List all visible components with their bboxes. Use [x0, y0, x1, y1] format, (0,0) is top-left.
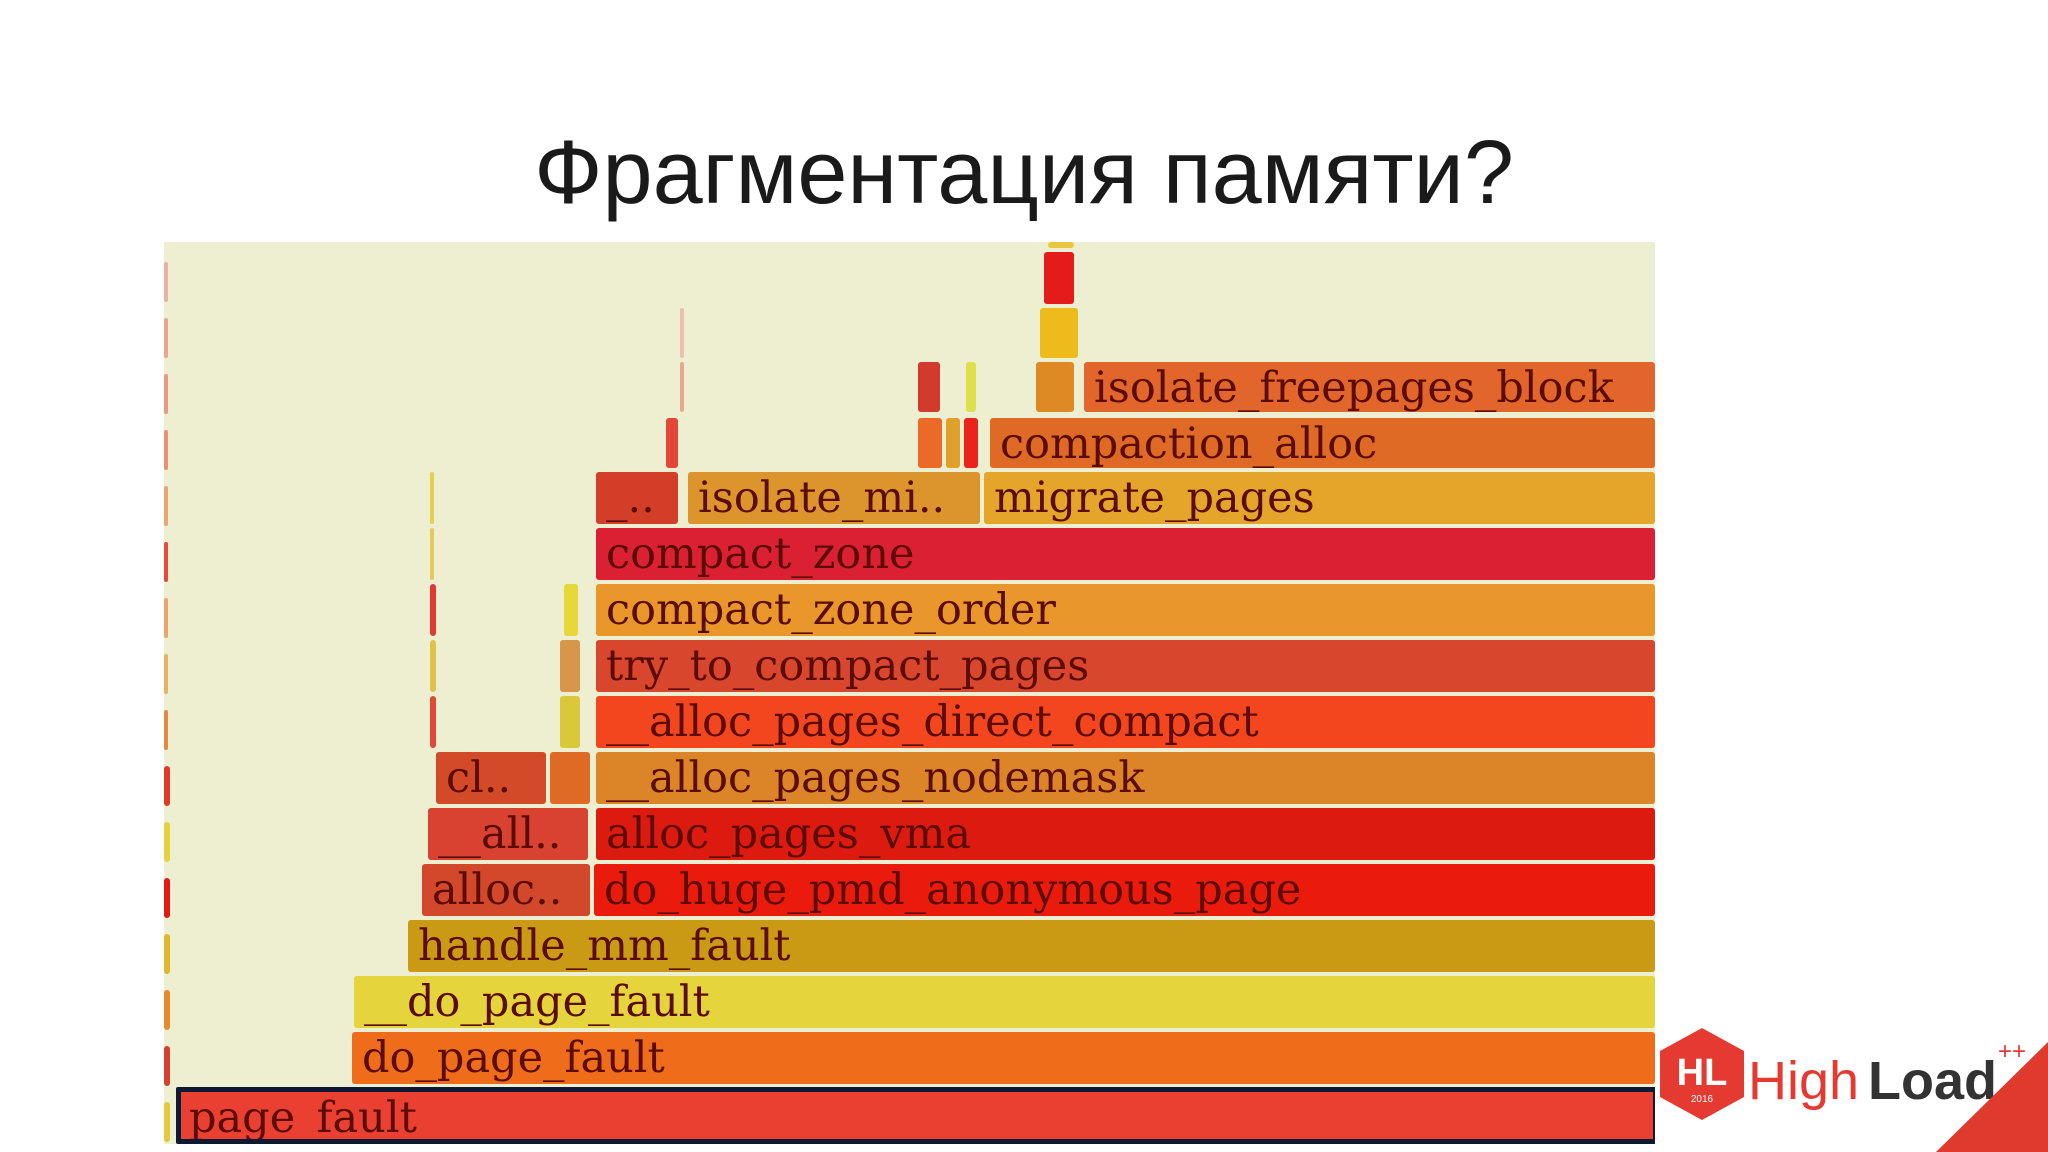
frame-label: isolate_mi..: [698, 473, 946, 523]
flame-sliver[interactable]: [680, 308, 684, 358]
flame-frame-unnamed[interactable]: [564, 584, 578, 636]
flame-frame-unnamed[interactable]: [946, 418, 960, 468]
frame-label: compact_zone: [606, 529, 915, 579]
frame-label: isolate_freepages_block: [1094, 363, 1614, 412]
frame-label: alloc..: [432, 865, 563, 915]
flame-sliver[interactable]: [164, 262, 168, 302]
logo-badge-text: HL: [1676, 1052, 1728, 1094]
frame-label: try_to_compact_pages: [606, 641, 1090, 691]
flame-sliver[interactable]: [430, 696, 436, 748]
frame-label: cl..: [446, 753, 512, 803]
flame-frame-compaction-alloc[interactable]: compaction_alloc: [990, 418, 1655, 468]
flame-frame-page-fault[interactable]: page_fault: [176, 1087, 1655, 1144]
flame-frame-unnamed[interactable]: [550, 752, 590, 804]
flame-frame-isolate-mi-short[interactable]: isolate_mi..: [688, 472, 980, 524]
flame-sliver[interactable]: [164, 374, 168, 414]
frame-label: handle_mm_fault: [418, 921, 791, 971]
flame-frame-cl-short[interactable]: cl..: [436, 752, 546, 804]
flame-frame-unnamed[interactable]: [666, 418, 678, 468]
flame-sliver[interactable]: [164, 766, 170, 806]
frame-label: migrate_pages: [994, 473, 1315, 523]
frame-label: page_fault: [189, 1093, 417, 1143]
frame-label: compaction_alloc: [1000, 419, 1378, 468]
frame-label: __all..: [438, 809, 562, 859]
frame-label: __do_page_fault: [364, 977, 710, 1027]
flame-sliver[interactable]: [430, 528, 434, 580]
flame-sliver[interactable]: [164, 654, 168, 694]
flame-frame-unnamed[interactable]: [560, 696, 580, 748]
flame-frame-__do-page-fault[interactable]: __do_page_fault: [354, 976, 1655, 1028]
flame-sliver[interactable]: [164, 430, 168, 470]
frame-label: compact_zone_order: [606, 585, 1056, 635]
flame-sliver[interactable]: [164, 486, 168, 526]
flame-sliver[interactable]: [164, 1102, 170, 1142]
flame-frame-unnamed[interactable]: [1036, 362, 1074, 412]
flame-frame-__alloc-pages-direct-compact[interactable]: __alloc_pages_direct_compact: [596, 696, 1655, 748]
flame-frame-unnamed[interactable]: [918, 418, 942, 468]
flame-sliver[interactable]: [164, 710, 168, 750]
flame-sliver[interactable]: [164, 990, 170, 1030]
flame-sliver[interactable]: [164, 822, 170, 862]
flame-sliver[interactable]: [164, 318, 168, 358]
frame-label: alloc_pages_vma: [606, 809, 972, 859]
flame-frame-do-huge-pmd-anonymous-page[interactable]: do_huge_pmd_anonymous_page: [594, 864, 1655, 916]
flame-frame-unnamed[interactable]: [964, 418, 978, 468]
corner-accent: [1936, 1042, 2048, 1152]
flame-frame-unnamed[interactable]: [1040, 308, 1078, 358]
flame-frame-unnamed[interactable]: [918, 362, 940, 412]
frame-label: do_page_fault: [362, 1033, 665, 1083]
flame-frame-isolate-freepages-block[interactable]: isolate_freepages_block: [1084, 362, 1655, 412]
flame-sliver[interactable]: [430, 472, 434, 524]
flame-frame-alloc-pages-vma[interactable]: alloc_pages_vma: [596, 808, 1655, 860]
flame-frame-__all-short[interactable]: __all..: [428, 808, 588, 860]
flame-frame-do-page-fault[interactable]: do_page_fault: [352, 1032, 1655, 1084]
flame-sliver[interactable]: [430, 584, 436, 636]
frame-label: __alloc_pages_nodemask: [606, 753, 1145, 803]
flame-frame-handle-mm-fault[interactable]: handle_mm_fault: [408, 920, 1655, 972]
flame-sliver[interactable]: [164, 598, 168, 638]
slide-title: Фрагментация памяти?: [534, 123, 1514, 223]
flame-sliver[interactable]: [680, 362, 684, 412]
flame-frame-__alloc-pages-nodemask[interactable]: __alloc_pages_nodemask: [596, 752, 1655, 804]
flame-frame-unnamed[interactable]: [966, 362, 976, 412]
frame-label: _..: [606, 473, 655, 523]
frame-label: do_huge_pmd_anonymous_page: [604, 865, 1302, 915]
flame-sliver[interactable]: [164, 934, 170, 974]
flame-sliver[interactable]: [430, 640, 436, 692]
flame-frame-alloc-short[interactable]: alloc..: [422, 864, 590, 916]
flame-frame-migrate-pages[interactable]: migrate_pages: [984, 472, 1655, 524]
flame-sliver[interactable]: [164, 542, 168, 582]
flame-frame-underscore-short[interactable]: _..: [596, 472, 678, 524]
logo-year: 2016: [1690, 1094, 1714, 1105]
flame-frame-compact-zone[interactable]: compact_zone: [596, 528, 1655, 580]
flame-frame-try-to-compact-pages[interactable]: try_to_compact_pages: [596, 640, 1655, 692]
flame-frame-unnamed[interactable]: [1048, 242, 1074, 248]
hexagon-icon: [1660, 1028, 1744, 1120]
flame-frame-compact-zone-order[interactable]: compact_zone_order: [596, 584, 1655, 636]
flame-sliver[interactable]: [164, 878, 170, 918]
flame-graph: page_fault do_page_fault __do_page_fault…: [164, 242, 1655, 1144]
logo-word-high: High: [1748, 1051, 1860, 1111]
flame-frame-unnamed[interactable]: [1044, 252, 1074, 304]
frame-label: __alloc_pages_direct_compact: [606, 697, 1259, 747]
flame-frame-unnamed[interactable]: [560, 640, 580, 692]
flame-sliver[interactable]: [164, 1046, 170, 1086]
